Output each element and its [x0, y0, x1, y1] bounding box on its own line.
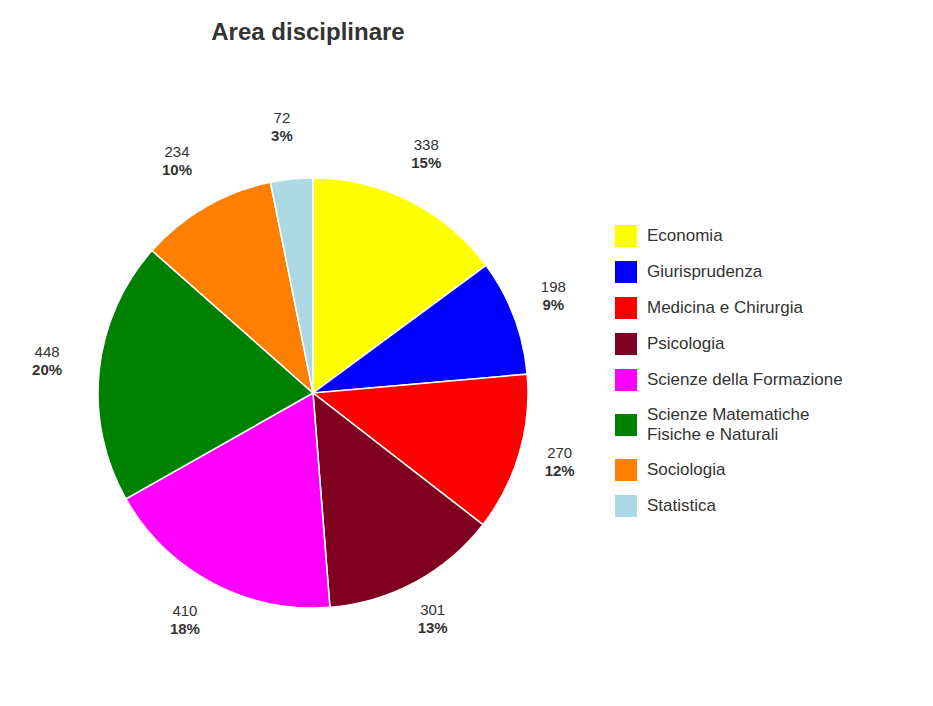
svg-text:301: 301: [420, 601, 445, 618]
svg-text:448: 448: [35, 343, 60, 360]
svg-text:234: 234: [164, 143, 189, 160]
svg-text:12%: 12%: [545, 462, 575, 479]
svg-text:10%: 10%: [162, 161, 192, 178]
html-text:Economia: Economia: [647, 226, 723, 245]
svg-text:410: 410: [172, 602, 197, 619]
svg-text:13%: 13%: [418, 619, 448, 636]
html-text:Medicina e Chirurgia: Medicina e Chirurgia: [647, 298, 803, 317]
svg-text:9%: 9%: [542, 296, 564, 313]
html-text:Psicologia: Psicologia: [647, 334, 725, 353]
html-text:Sociologia: Sociologia: [647, 460, 726, 479]
svg-text:270: 270: [547, 444, 572, 461]
svg-text:198: 198: [541, 278, 566, 295]
html-text:Area disciplinare: Area disciplinare: [211, 18, 405, 45]
svg-text:18%: 18%: [170, 620, 200, 637]
svg-text:15%: 15%: [411, 154, 441, 171]
svg-text:72: 72: [274, 109, 291, 126]
svg-text:20%: 20%: [32, 361, 62, 378]
html-text:Statistica: Statistica: [647, 496, 716, 515]
svg-text:338: 338: [414, 136, 439, 153]
svg-text:3%: 3%: [271, 127, 293, 144]
html-text:Scienze della Formazione: Scienze della Formazione: [647, 370, 843, 389]
html-text:Giurisprudenza: Giurisprudenza: [647, 262, 763, 281]
html-text:Scienze Matematiche Fisiche e: Scienze Matematiche Fisiche e Naturali: [647, 405, 810, 444]
